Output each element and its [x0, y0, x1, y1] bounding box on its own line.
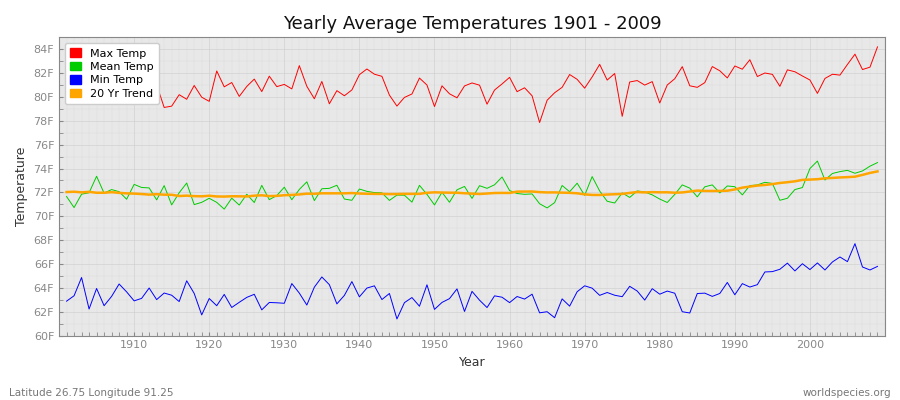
Title: Yearly Average Temperatures 1901 - 2009: Yearly Average Temperatures 1901 - 2009 [283, 15, 662, 33]
Y-axis label: Temperature: Temperature [15, 147, 28, 226]
Legend: Max Temp, Mean Temp, Min Temp, 20 Yr Trend: Max Temp, Mean Temp, Min Temp, 20 Yr Tre… [65, 43, 159, 104]
X-axis label: Year: Year [459, 356, 485, 369]
Text: Latitude 26.75 Longitude 91.25: Latitude 26.75 Longitude 91.25 [9, 388, 174, 398]
Text: worldspecies.org: worldspecies.org [803, 388, 891, 398]
